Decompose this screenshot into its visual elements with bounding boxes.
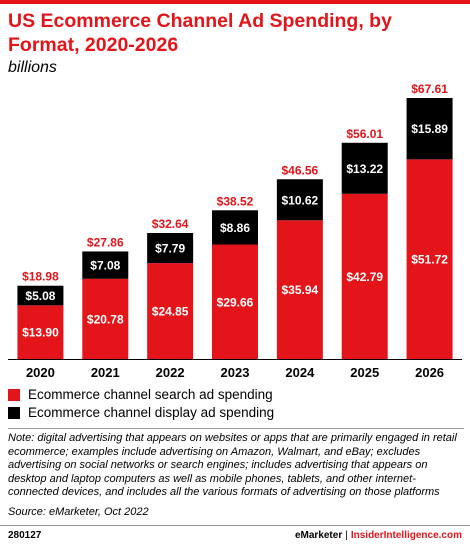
- brand-separator: |: [345, 530, 348, 541]
- bar-label-display-2025: $13.22: [346, 162, 383, 176]
- bar-label-display-2020: $5.08: [25, 289, 55, 303]
- legend-label-display: Ecommerce channel display ad spending: [28, 405, 275, 420]
- bar-segment-search-2025: [341, 193, 388, 359]
- x-tick-label-2025: 2025: [350, 365, 379, 380]
- bar-label-search-2020: $13.90: [22, 326, 59, 340]
- chart-note: Note: digital advertising that appears o…: [8, 432, 457, 498]
- brand-site-link[interactable]: InsiderIntelligence.com: [350, 530, 462, 541]
- chart-subtitle: billions: [8, 59, 57, 76]
- total-label-2020: $18.98: [22, 270, 59, 284]
- x-tick-label-2022: 2022: [156, 365, 185, 380]
- bar-segment-search-2023: [212, 244, 258, 359]
- footer-divider: [0, 525, 470, 526]
- legend-swatch-display: [8, 407, 20, 419]
- chart-source: Source: eMarketer, Oct 2022: [8, 506, 149, 518]
- bar-segment-display-2026: [406, 98, 453, 160]
- chart-title: US Ecommerce Channel Ad Spending, by For…: [8, 10, 392, 56]
- note-divider: [8, 428, 464, 429]
- bar-segment-display-2022: [147, 232, 194, 264]
- bar-label-display-2021: $7.08: [90, 259, 120, 273]
- bar-segment-search-2022: [147, 263, 194, 359]
- bar-label-search-2021: $20.78: [87, 312, 124, 326]
- x-tick-label-2024: 2024: [285, 365, 315, 380]
- bar-label-search-2025: $42.79: [346, 270, 383, 284]
- bar-segment-display-2020: [17, 285, 64, 306]
- bar-label-display-2022: $7.79: [155, 242, 185, 256]
- bar-label-display-2026: $15.89: [411, 122, 448, 136]
- x-tick-label-2020: 2020: [26, 365, 55, 380]
- bar-segment-display-2023: [212, 210, 258, 245]
- brand-emarketer: eMarketer: [294, 530, 343, 541]
- chart-id: 280127: [8, 530, 42, 541]
- total-label-2024: $46.56: [282, 163, 319, 177]
- bar-label-search-2024: $35.94: [282, 283, 319, 297]
- x-tick-label-2023: 2023: [221, 365, 250, 380]
- bar-segment-display-2025: [341, 142, 388, 194]
- bar-label-search-2022: $24.85: [152, 305, 189, 319]
- total-label-2023: $38.52: [217, 194, 254, 208]
- x-tick-label-2026: 2026: [415, 365, 444, 380]
- bar-label-search-2026: $51.72: [411, 253, 448, 267]
- total-label-2022: $32.64: [152, 217, 189, 231]
- legend-swatch-search: [8, 389, 20, 401]
- bar-label-search-2023: $29.66: [217, 295, 254, 309]
- bar-segment-display-2024: [276, 179, 323, 221]
- bar-label-display-2023: $8.86: [220, 221, 250, 235]
- top-accent-bar: [0, 0, 470, 4]
- footer-brand: eMarketer | InsiderIntelligence.com: [295, 529, 462, 542]
- bar-segment-search-2024: [276, 220, 323, 359]
- bar-segment-display-2021: [82, 251, 129, 279]
- bar-segment-search-2021: [82, 278, 129, 359]
- total-label-2026: $67.61: [411, 82, 448, 96]
- stacked-bar-chart: $13.90 $5.08 $18.98 2020 $20.78 $7.08 $27.86 20…: [8, 82, 462, 380]
- bar-segment-search-2026: [406, 159, 453, 359]
- bar-label-display-2024: $10.62: [282, 193, 319, 207]
- total-label-2021: $27.86: [87, 235, 124, 249]
- legend-label-search: Ecommerce channel search ad spending: [28, 387, 273, 402]
- bar-segment-search-2020: [17, 305, 64, 359]
- x-tick-label-2021: 2021: [91, 365, 120, 380]
- total-label-2025: $56.01: [346, 127, 383, 141]
